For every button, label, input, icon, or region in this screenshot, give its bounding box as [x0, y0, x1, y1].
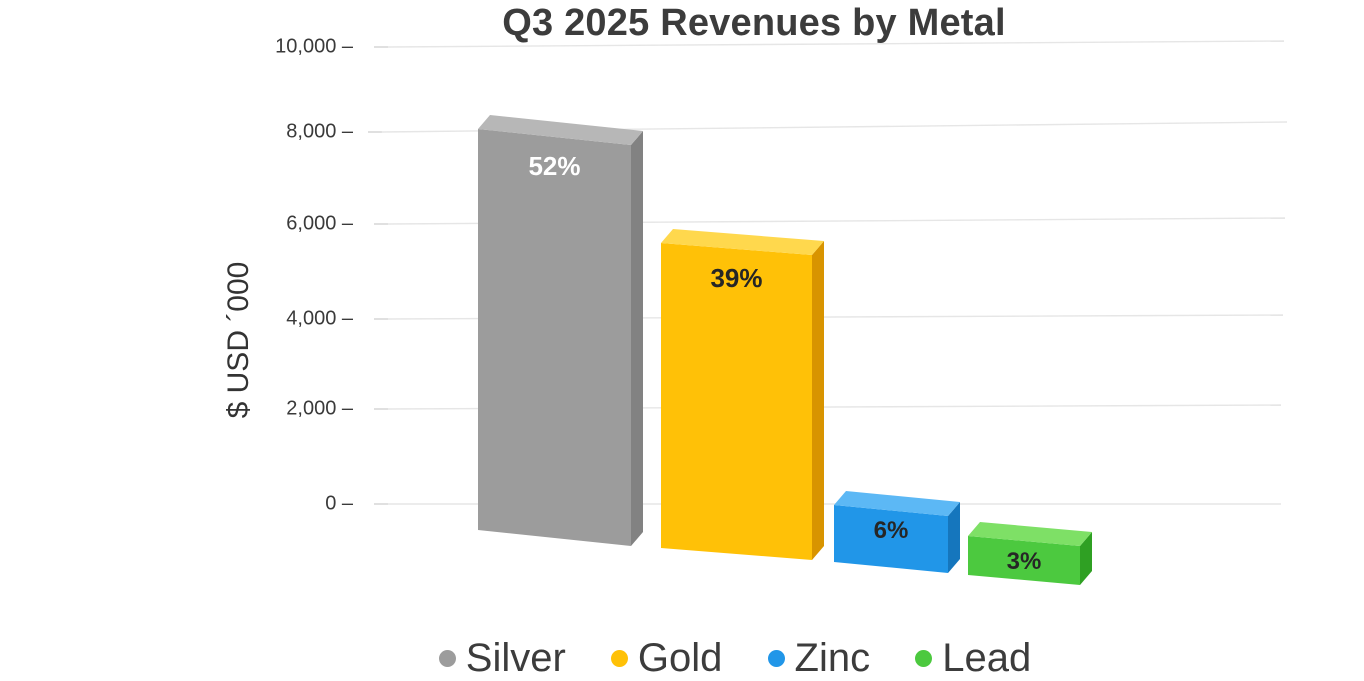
svg-text:6%: 6% [874, 517, 909, 544]
svg-text:3%: 3% [1007, 548, 1042, 575]
svg-text:39%: 39% [710, 263, 762, 293]
svg-text:52%: 52% [528, 151, 580, 181]
